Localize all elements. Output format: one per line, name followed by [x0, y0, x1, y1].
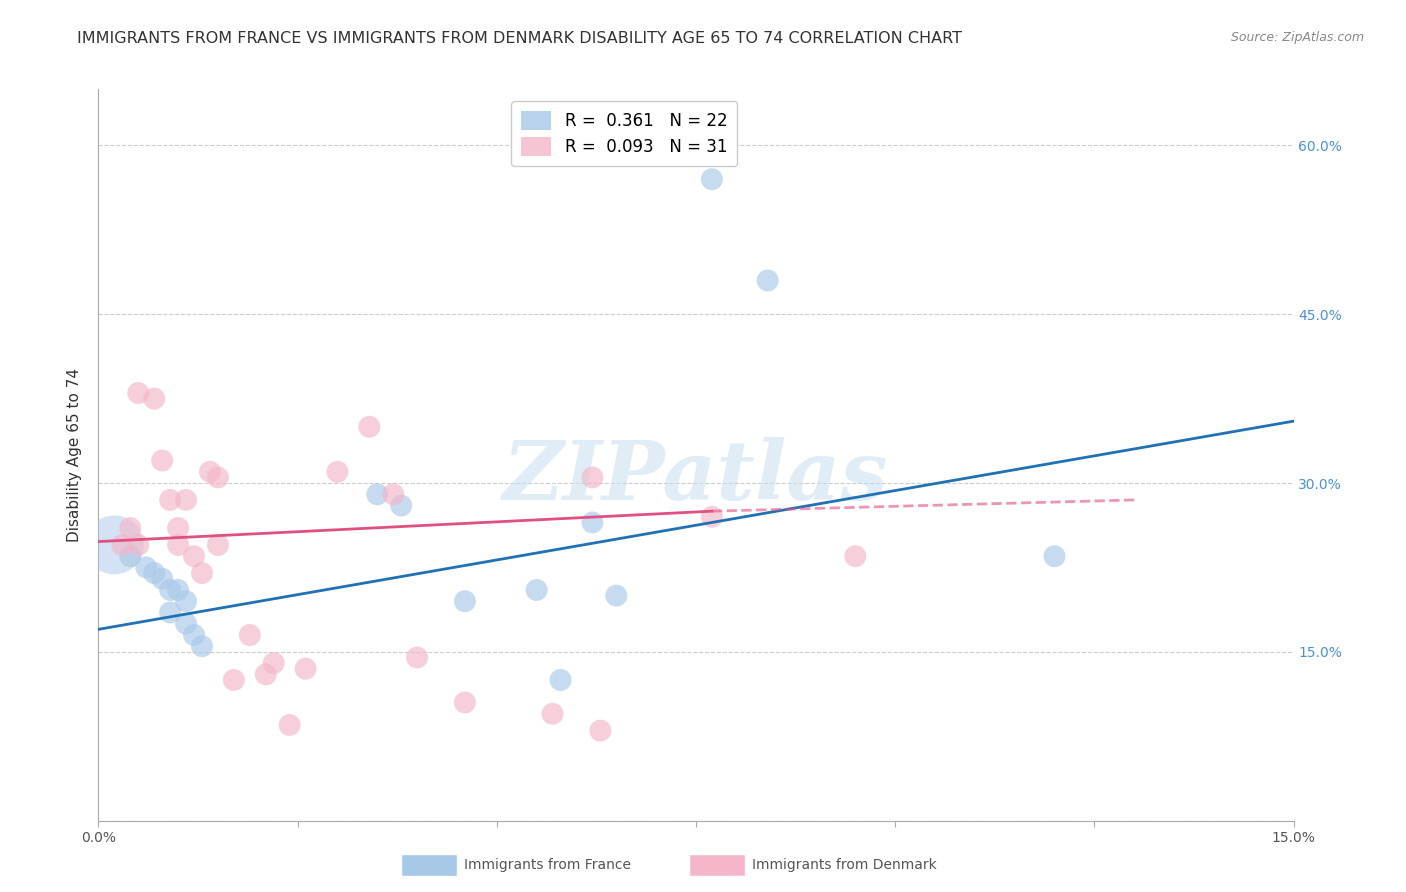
Point	[454, 696, 477, 710]
Point	[589, 723, 612, 738]
Point	[581, 470, 603, 484]
Point	[183, 628, 205, 642]
Point	[700, 172, 723, 186]
Point	[454, 594, 477, 608]
Point	[756, 273, 779, 287]
Point	[294, 662, 316, 676]
Point	[700, 509, 723, 524]
Point	[159, 582, 181, 597]
Legend: R =  0.361   N = 22, R =  0.093   N = 31: R = 0.361 N = 22, R = 0.093 N = 31	[512, 101, 737, 166]
Point	[143, 566, 166, 580]
Point	[239, 628, 262, 642]
Point	[207, 538, 229, 552]
Point	[254, 667, 277, 681]
Point	[263, 656, 285, 670]
Point	[150, 453, 173, 467]
Point	[207, 470, 229, 484]
Point	[127, 538, 149, 552]
Point	[159, 606, 181, 620]
Point	[167, 538, 190, 552]
Point	[174, 492, 197, 507]
Point	[143, 392, 166, 406]
Point	[541, 706, 564, 721]
Point	[222, 673, 245, 687]
Point	[844, 549, 866, 564]
Point	[159, 492, 181, 507]
Point	[183, 549, 205, 564]
Point	[605, 589, 627, 603]
Point	[382, 487, 405, 501]
Point	[526, 582, 548, 597]
Point	[389, 499, 412, 513]
Text: Immigrants from Denmark: Immigrants from Denmark	[752, 858, 936, 872]
Point	[198, 465, 221, 479]
Point	[581, 516, 603, 530]
Point	[406, 650, 429, 665]
Point	[191, 566, 214, 580]
Point	[174, 594, 197, 608]
Text: ZIPatlas: ZIPatlas	[503, 437, 889, 516]
Point	[1043, 549, 1066, 564]
Text: IMMIGRANTS FROM FRANCE VS IMMIGRANTS FROM DENMARK DISABILITY AGE 65 TO 74 CORREL: IMMIGRANTS FROM FRANCE VS IMMIGRANTS FRO…	[77, 31, 962, 46]
Point	[120, 521, 142, 535]
Point	[191, 639, 214, 653]
Point	[278, 718, 301, 732]
Point	[174, 616, 197, 631]
Point	[120, 549, 142, 564]
Text: Source: ZipAtlas.com: Source: ZipAtlas.com	[1230, 31, 1364, 45]
Point	[127, 386, 149, 401]
Point	[359, 419, 381, 434]
Y-axis label: Disability Age 65 to 74: Disability Age 65 to 74	[67, 368, 83, 542]
Point	[135, 560, 157, 574]
Point	[550, 673, 572, 687]
Point	[111, 538, 134, 552]
Point	[167, 521, 190, 535]
Point	[326, 465, 349, 479]
Point	[103, 538, 125, 552]
Point	[150, 572, 173, 586]
Text: Immigrants from France: Immigrants from France	[464, 858, 631, 872]
Point	[366, 487, 388, 501]
Point	[167, 582, 190, 597]
